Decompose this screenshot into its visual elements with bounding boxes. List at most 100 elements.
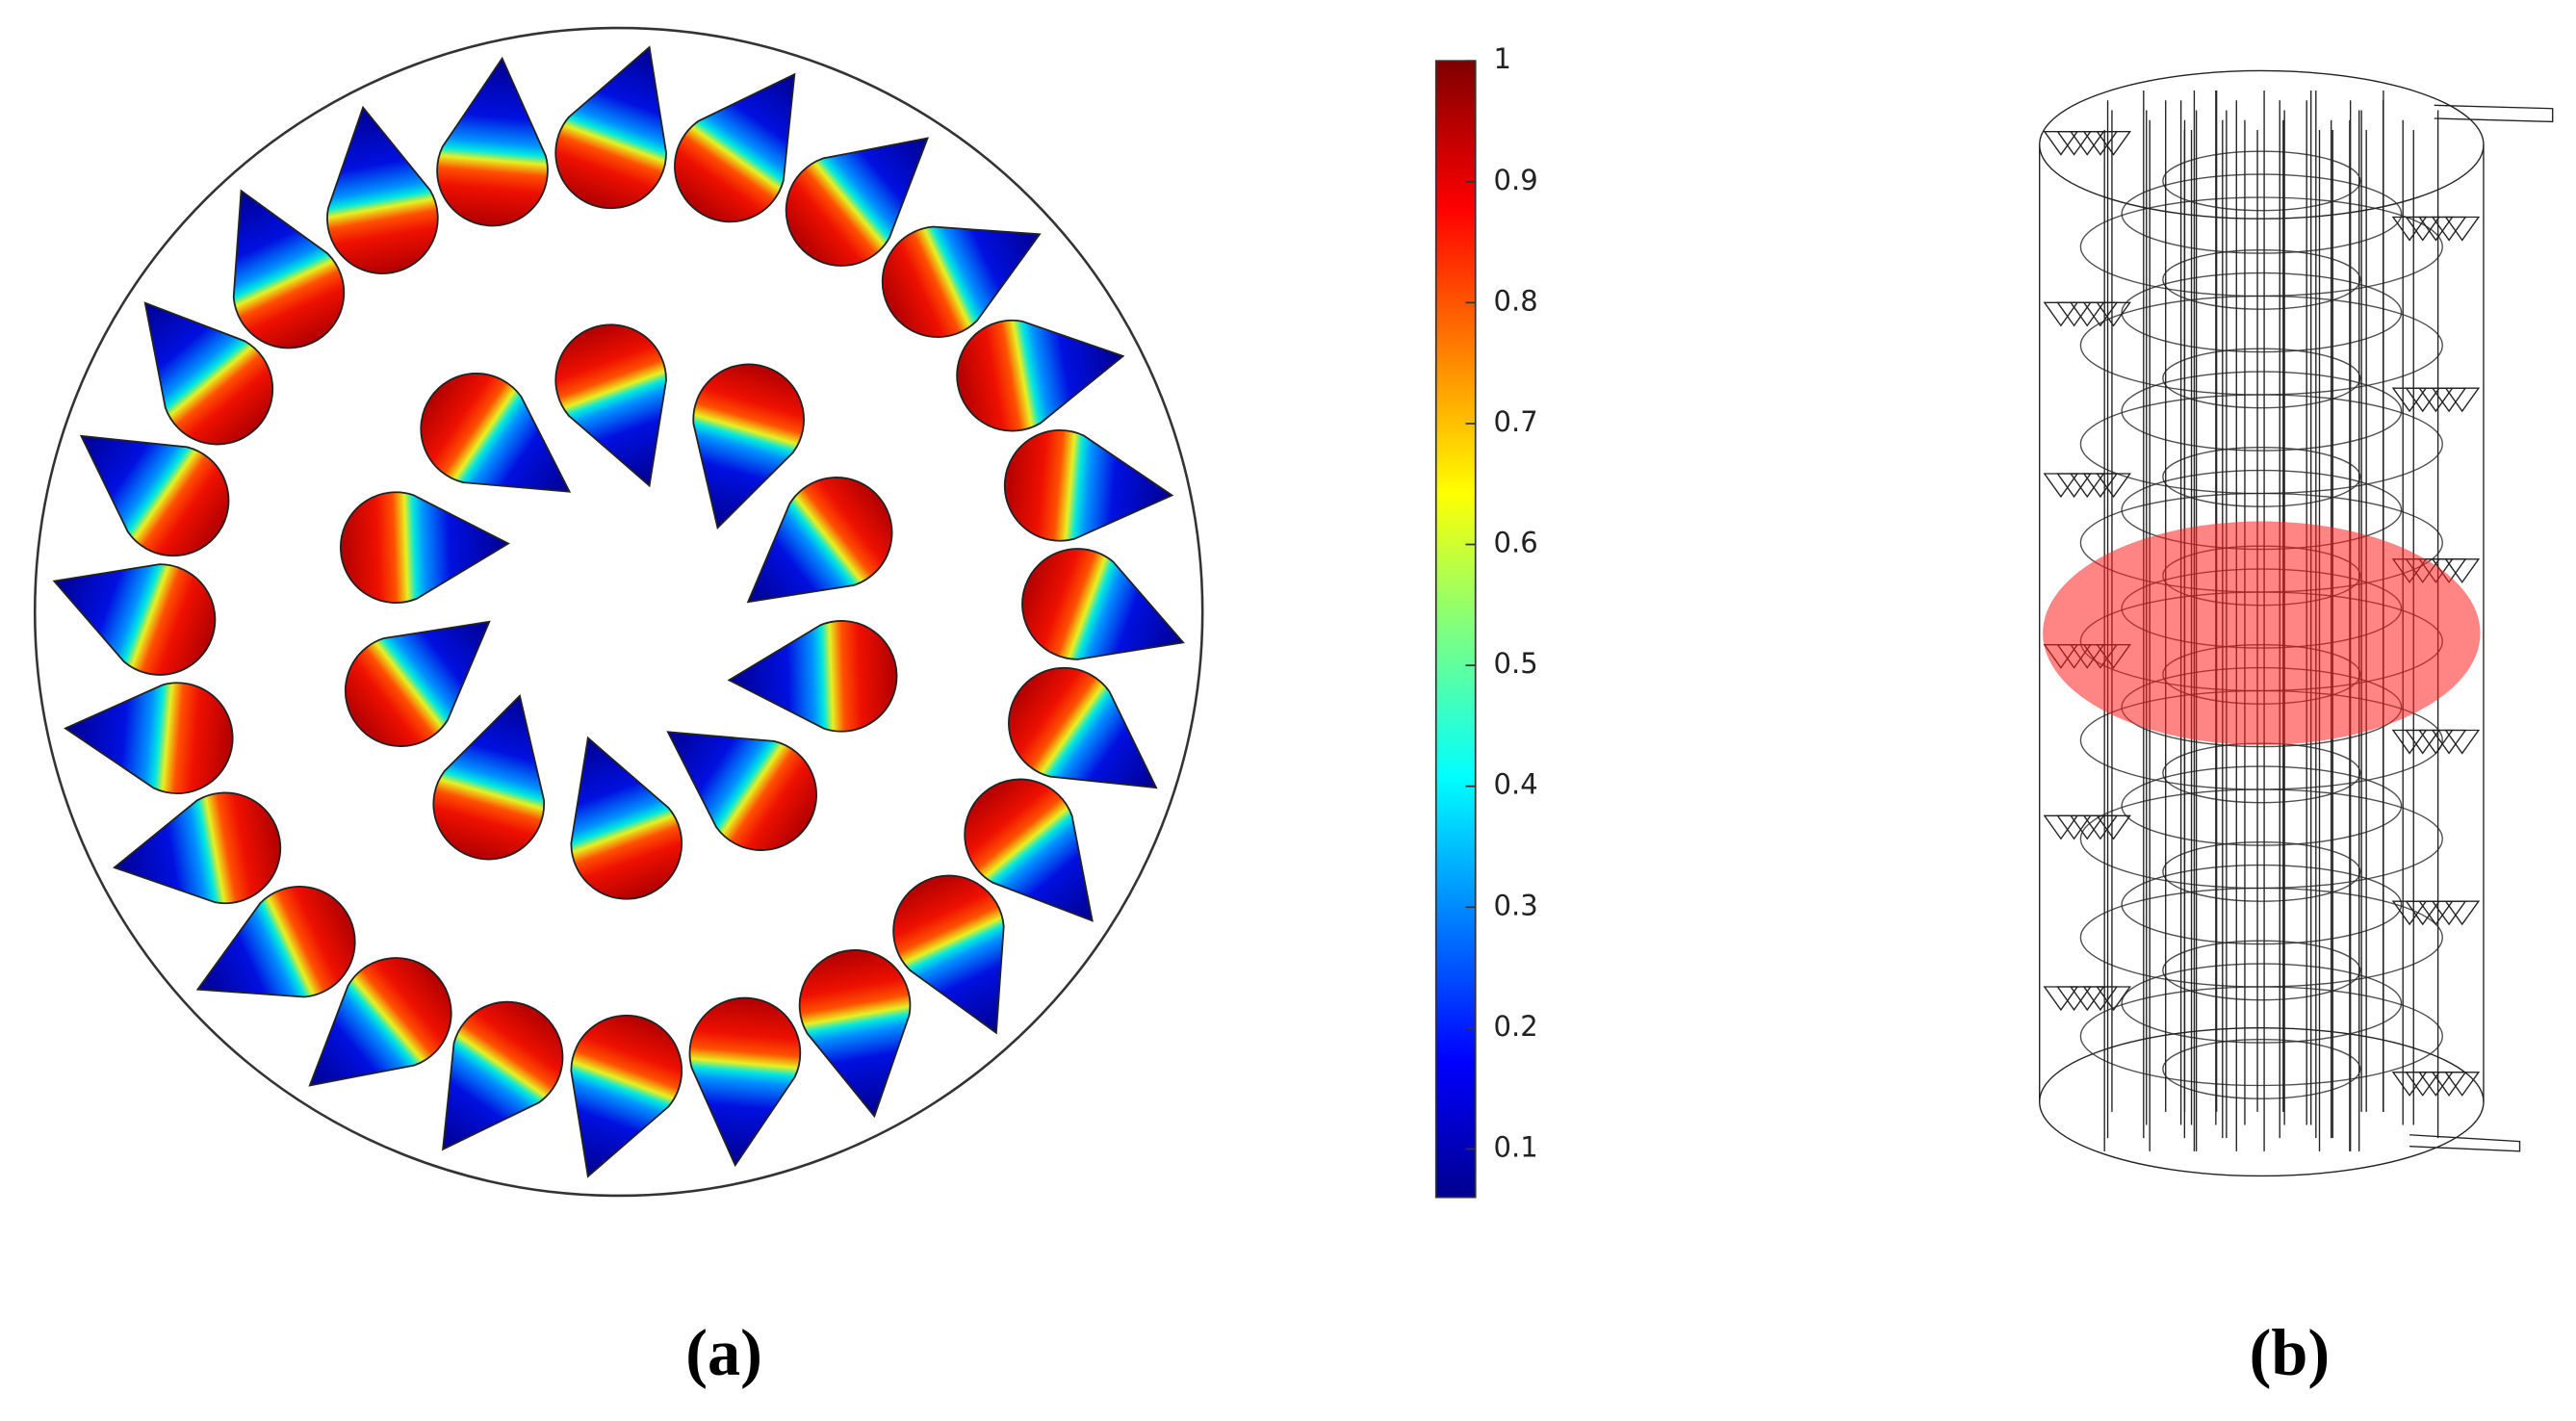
wire [2079,394,2443,495]
wire [2418,216,2454,242]
wire [2405,1072,2441,1097]
wire [2082,130,2119,156]
teardrop [570,1014,683,1178]
wire [2444,387,2481,413]
teardrop [308,957,452,1087]
wire [2162,840,2361,902]
wire [2121,963,2403,1044]
wire [2096,473,2131,499]
wire [2069,301,2105,327]
teardrop [432,694,546,861]
wire [2391,1072,2428,1097]
wire [2391,216,2428,242]
wire [2043,473,2079,499]
teardrop [785,137,929,267]
wire [2409,1134,2521,1152]
wire [2162,940,2361,1001]
wire [2162,1038,2361,1099]
teardrop [956,319,1125,432]
teardrop [143,301,274,446]
wire [2056,986,2092,1012]
teardrop [554,323,667,488]
wire [2444,729,2481,755]
colorbar-tick-label: 0.1 [1494,1130,1538,1163]
wire [2405,387,2441,413]
wire [2096,130,2131,156]
wire [2162,348,2361,409]
wire [2079,295,2443,396]
wire [2405,900,2441,926]
colorbar-tick-label: 0.7 [1494,405,1538,438]
teardrop [232,189,346,349]
wire [2043,301,2079,327]
domain-circle [33,26,1204,1198]
wire [2431,729,2467,755]
wire [2391,387,2428,413]
panel-label: (b) [2250,1316,2331,1389]
teardrop [688,996,802,1168]
wire [2043,814,2079,840]
teardrop [195,886,356,998]
wire [2082,814,2119,840]
wire [2079,986,2443,1087]
colorbar-tick-label: 0.4 [1494,768,1538,801]
wire [2405,216,2441,242]
wire [2069,473,2105,499]
teardrop [554,45,667,210]
wire [2096,814,2131,840]
wire [2056,130,2092,156]
colorbar-tick-label: 0.2 [1494,1010,1538,1043]
wire [2056,301,2092,327]
panel-b [2039,69,2554,1177]
wire [2043,986,2079,1012]
colorbar-gradient [1434,60,1477,1199]
wire [2444,900,2481,926]
wire [2162,446,2361,507]
colorbar-tick-label: 0.8 [1494,284,1538,317]
teardrop [1008,666,1158,789]
panel-a [33,26,1204,1198]
wire [2444,216,2481,242]
teardrop [112,791,282,905]
teardrop [420,373,572,493]
wire [2434,104,2554,123]
wire [2079,788,2443,890]
teardrop [1021,548,1185,660]
teardrop [798,949,912,1119]
teardrop [326,105,439,274]
teardrop [727,620,898,733]
colorbar-tick-label: 1 [1494,42,1511,75]
teardrop [692,363,805,530]
teardrop [441,1000,564,1151]
wire [2418,1072,2454,1097]
panel-label: (a) [685,1316,762,1389]
wire [2121,765,2403,846]
teardrop [436,56,549,227]
wire [2039,1027,2485,1177]
wire [2096,301,2131,327]
wire [2069,814,2105,840]
colorbar-tick-label: 0.5 [1494,647,1538,680]
teardrop [79,434,230,557]
highlight-plane [2043,521,2481,745]
teardrop [344,620,491,747]
wire [2043,130,2079,156]
wire [2121,271,2403,353]
wire [2162,150,2361,212]
wire [2418,387,2454,413]
teardrop [570,736,683,900]
wire [2096,986,2131,1012]
teardrop [964,778,1094,922]
colorbar: 1 0.9 0.8 0.7 0.6 0.5 0.4 0.3 0.2 0.1 [1434,42,1538,1199]
colorbar-tick-label: 0.6 [1494,527,1538,559]
wire [2405,729,2441,755]
wire [2391,900,2428,926]
teardrop [674,72,796,223]
wire [2082,986,2119,1012]
wire [2391,729,2428,755]
wire [2079,196,2443,297]
wire [2079,887,2443,988]
teardrop [1003,429,1174,542]
wire [2162,248,2361,310]
